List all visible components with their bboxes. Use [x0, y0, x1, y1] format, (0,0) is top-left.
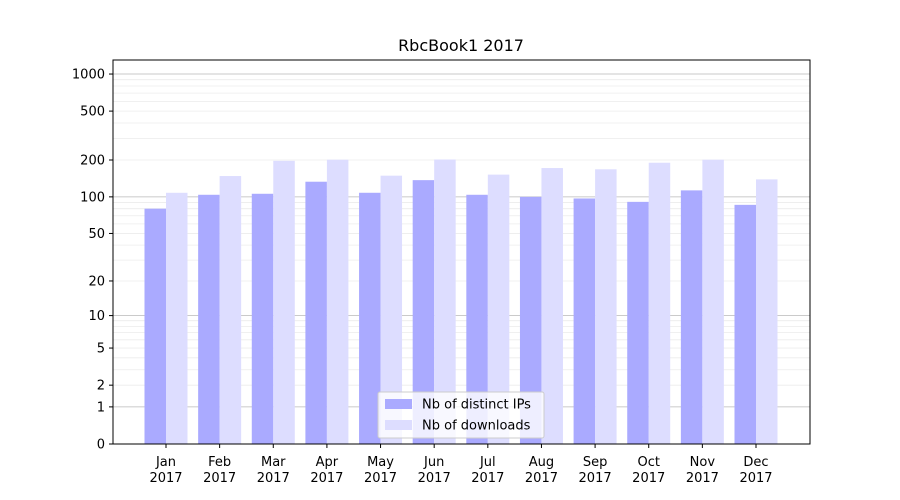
bar-downloads-6 [434, 159, 456, 444]
x-tick-label: Feb 2017 [203, 455, 236, 486]
y-tick-label: 1 [97, 400, 105, 415]
bars [144, 159, 778, 445]
y-tick-label: 20 [88, 274, 105, 289]
y-tick-label: 10 [88, 309, 105, 324]
y-tick-label: 200 [80, 154, 105, 169]
bar-downloads-11 [702, 159, 724, 445]
bar-distinct-ips-5 [359, 192, 381, 444]
x-axis-ticks: Jan 2017 Feb 2017 Mar 2017 Apr 2017 May 2017 Jun 20… [149, 444, 773, 486]
y-tick-label: 0 [97, 438, 105, 453]
bar-distinct-ips-8 [519, 196, 542, 444]
bar-distinct-ips-1 [144, 208, 166, 444]
bar-downloads-4 [326, 159, 349, 445]
x-tick-label: Sep 2017 [579, 455, 612, 486]
y-axis-ticks: 0 1 2 5 10 20 50 100 200 500 1000 [72, 68, 113, 453]
bar-distinct-ips-11 [680, 190, 703, 444]
bar-distinct-ips-4 [305, 181, 327, 444]
chart-title: RbcBook1 2017 [398, 36, 524, 55]
y-tick-label: 1000 [72, 68, 105, 83]
bar-downloads-2 [219, 176, 242, 444]
x-tick-label: Nov 2017 [686, 455, 719, 486]
legend-label-distinct-ips: Nb of distinct IPs [422, 398, 531, 413]
legend-swatch-distinct-ips [385, 399, 412, 409]
y-tick-label: 5 [97, 342, 105, 357]
bar-distinct-ips-2 [198, 194, 220, 444]
y-tick-label: 100 [80, 190, 105, 205]
x-tick-label: Jul 2017 [471, 455, 504, 486]
bar-downloads-8 [541, 168, 563, 445]
x-tick-label: May 2017 [364, 455, 397, 486]
bar-distinct-ips-12 [734, 204, 756, 444]
x-tick-label: Mar 2017 [257, 455, 290, 486]
bar-downloads-5 [380, 175, 403, 445]
bar-downloads-1 [166, 192, 188, 444]
x-tick-label: Aug 2017 [525, 455, 558, 486]
bar-distinct-ips-7 [466, 194, 488, 444]
legend-label-downloads: Nb of downloads [422, 419, 531, 434]
legend-swatch-downloads [385, 420, 412, 430]
bar-distinct-ips-9 [573, 198, 596, 444]
x-tick-label: Jun 2017 [418, 455, 451, 486]
bar-downloads-7 [487, 174, 510, 445]
x-tick-label: Jan 2017 [149, 455, 182, 486]
plot-frame [112, 59, 811, 445]
x-tick-label: Oct 2017 [632, 455, 665, 486]
y-tick-label: 500 [80, 105, 105, 120]
y-tick-label: 2 [97, 379, 105, 394]
bar-downloads-10 [648, 162, 671, 444]
x-tick-label: Dec 2017 [739, 455, 772, 486]
bar-downloads-3 [273, 160, 295, 445]
bar-distinct-ips-10 [627, 201, 649, 444]
x-tick-label: Apr 2017 [310, 455, 343, 486]
bar-downloads-12 [756, 179, 778, 444]
bar-downloads-9 [595, 169, 617, 445]
legend-box [377, 391, 545, 439]
legend: Nb of distinct IPs Nb of downloads [377, 391, 545, 439]
bar-distinct-ips-3 [251, 193, 274, 444]
bar-distinct-ips-6 [412, 180, 435, 444]
y-tick-label: 50 [88, 227, 105, 242]
